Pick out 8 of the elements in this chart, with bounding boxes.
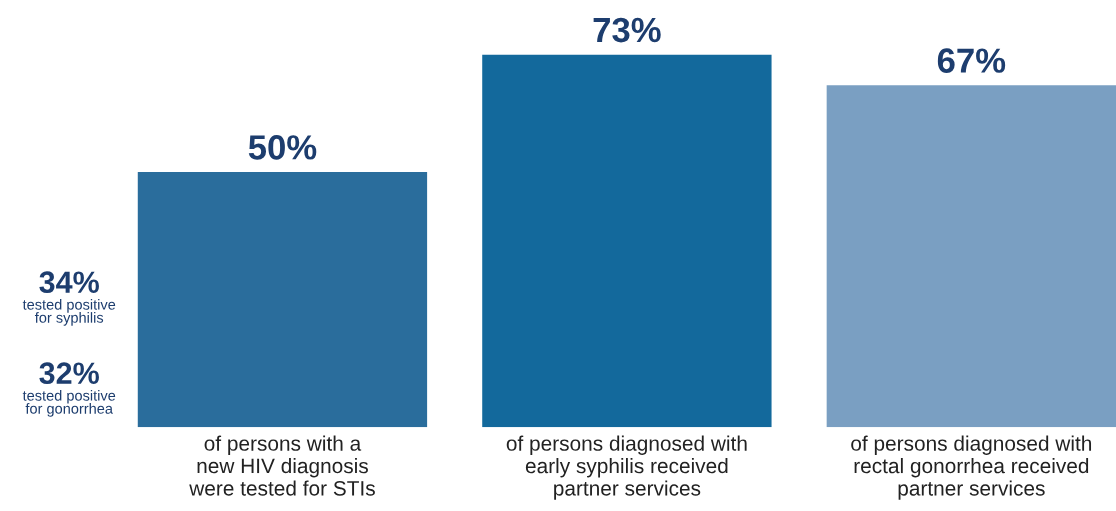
annotation: 34% tested positive for syphilis [22,271,116,326]
data-label: 50% [248,135,317,160]
data-label: 67% [937,48,1006,73]
annotation: 32% tested positive for gonorrhea [22,362,116,417]
x-tick-label: of persons with a new HIV diagnosis were tested for STIs [189,435,375,496]
x-tick-label: of persons diagnosed with rectal gonorrhea received partner services [851,435,1092,500]
data-label: 73% [593,17,661,43]
x-tick-label: of persons diagnosed with early syphilis received partner services [506,435,747,500]
